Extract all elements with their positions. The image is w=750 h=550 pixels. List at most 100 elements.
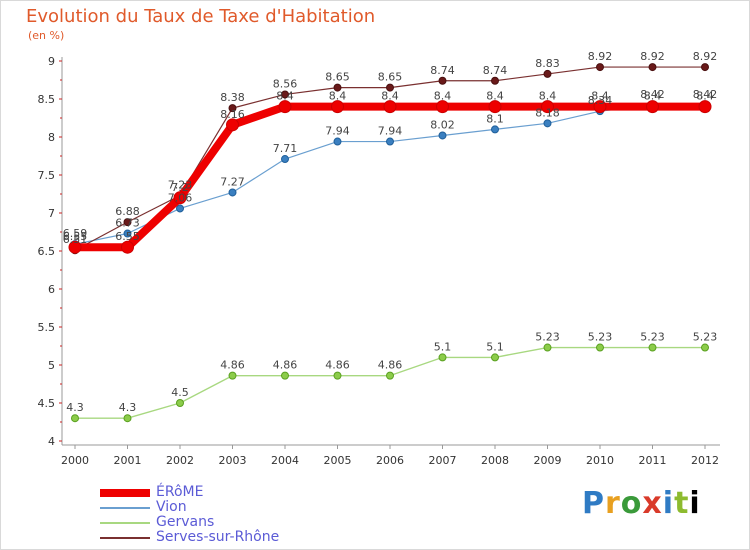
data-label-serves-sur-rhone: 8.92 [640,50,665,63]
data-point-erome [698,100,712,114]
data-labels: 6.55 6.557.28.168.4 8.4 8.4 8.4 8.4 8.4 8.4 8.4 8… [63,50,718,414]
data-label-gervans: 5.23 [693,331,718,344]
legend-label: ÉRôME [156,484,204,500]
y-tick-label: 8.5 [38,93,56,106]
y-tick-label: 9 [48,55,55,68]
data-point-gervans [71,414,79,423]
data-point-gervans [176,399,184,407]
x-tick-label: 2001 [114,454,142,467]
data-point-serves-sur-rhone [491,76,499,85]
logo-letter: i [689,486,701,521]
legend-label: Vion [156,499,187,515]
data-label-vion: 6.73 [115,217,140,230]
x-tick-label: 2007 [429,454,457,467]
x-tick-label: 2004 [271,454,299,467]
data-label-erome: 8.16 [220,108,245,121]
data-label-gervans: 5.1 [434,340,452,353]
legend-swatch-serves-sur-rhone [100,537,150,539]
y-tick-label: 6 [48,283,55,296]
data-point-vion [123,229,132,238]
logo-letter: P [582,486,605,521]
data-label-erome: 8.4 [329,90,347,103]
data-label-erome: 8.4 [539,90,557,103]
data-label-vion: 8.18 [535,106,560,119]
legend-label: Serves-sur-Rhône [156,529,280,545]
logo-letter: i [662,486,675,521]
data-label-vion: 7.27 [220,175,245,188]
data-label-vion: 8.42 [640,88,665,101]
y-tick-label: 8 [48,131,55,144]
data-point-erome [173,191,187,205]
legend-swatch-erome [100,489,150,497]
data-point-erome [331,100,344,114]
data-point-gervans [123,414,132,423]
data-point-vion [228,188,237,197]
data-point-serves-sur-rhone [333,83,342,92]
data-label-gervans: 4.86 [378,359,403,372]
data-label-erome: 8.4 [696,90,714,103]
data-point-erome [646,100,659,114]
data-point-erome [488,100,502,114]
data-point-gervans [596,343,604,352]
data-point-serves-sur-rhone [596,63,604,72]
data-point-serves-sur-rhone [281,90,289,99]
data-label-vion: 6.59 [63,227,88,240]
data-point-erome [541,100,554,114]
y-tick-label: 5.5 [38,321,56,334]
data-point-gervans [281,371,289,380]
data-label-serves-sur-rhone: 8.65 [325,71,350,84]
data-point-serves-sur-rhone [438,76,447,85]
series-gervans [71,343,709,423]
data-point-vion [281,155,289,164]
proxiti-logo: Proxiti [582,486,701,521]
data-point-vion [438,131,447,140]
data-point-serves-sur-rhone [543,69,552,78]
chart-title: Evolution du Taux de Taxe d'Habitation [26,6,376,27]
data-label-serves-sur-rhone: 6.88 [115,205,140,218]
data-label-erome: 6.55 [115,230,140,243]
data-label-serves-sur-rhone: 8.92 [588,50,613,63]
data-point-gervans [648,343,657,352]
data-point-serves-sur-rhone [386,83,394,92]
data-label-serves-sur-rhone: 8.38 [220,91,245,104]
legend-swatch-gervans [100,522,150,524]
data-label-erome: 7.2 [171,181,189,194]
line-chart: 4 4.5 5 5.5 6 6.5 7 7.5 8 8.5 9 2000 2001 2002 2003 200… [38,50,720,467]
data-label-vion: 8.02 [430,118,455,131]
data-label-serves-sur-rhone: 8.65 [378,71,403,84]
logo-letter: o [620,486,643,521]
y-tick-label: 6.5 [38,245,56,258]
x-tick-label: 2003 [219,454,247,467]
data-point-erome [593,100,607,114]
data-point-gervans [438,353,447,362]
data-label-vion: 8.1 [486,112,504,125]
x-tick-label: 2002 [166,454,194,467]
data-label-serves-sur-rhone: 6.51 [63,233,88,246]
series-layer [68,63,712,423]
ticks: 4 4.5 5 5.5 6 6.5 7 7.5 8 8.5 9 2000 2001 2002 2003 200… [38,55,720,467]
data-label-gervans: 4.3 [119,401,137,414]
logo-letter: x [642,486,663,521]
data-label-erome: 6.55 [63,230,88,243]
data-label-erome: 8.4 [381,90,399,103]
data-point-gervans [386,371,394,380]
x-tick-label: 2005 [324,454,352,467]
data-point-gervans [543,343,552,352]
data-point-erome [383,100,397,114]
data-point-serves-sur-rhone [648,63,657,72]
data-label-serves-sur-rhone: 7.23 [168,179,193,192]
x-tick-label: 2008 [481,454,509,467]
data-point-gervans [701,343,709,352]
x-tick-label: 2010 [586,454,614,467]
data-label-serves-sur-rhone: 8.56 [273,77,298,90]
data-label-vion: 7.94 [378,125,403,138]
data-point-serves-sur-rhone [228,104,237,113]
data-point-gervans [491,353,499,362]
data-label-erome: 8.4 [434,90,452,103]
data-point-erome [278,100,292,114]
data-label-vion: 7.71 [273,142,298,155]
data-point-vion [176,204,184,213]
data-point-serves-sur-rhone [123,218,132,227]
series-vion [71,101,709,249]
